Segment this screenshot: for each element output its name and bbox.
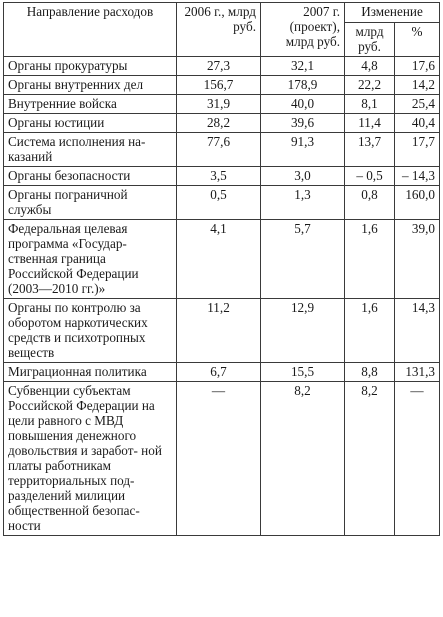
header-row-sub: млрд руб. % [4, 22, 440, 57]
row-2007-value: 178,9 [260, 75, 345, 95]
table-row: Органы внутренних дел 156,7 178,9 22,2 1… [3, 75, 440, 95]
row-change-abs: 8,2 [344, 381, 395, 536]
row-name: Органы прокуратуры [3, 56, 177, 76]
table-row: Органы безопасности 3,5 3,0 – 0,5 – 14,3 [3, 166, 440, 186]
row-name: Органы юстиции [3, 113, 177, 133]
row-change-pct: 131,3 [394, 362, 440, 382]
row-2007-value: 8,2 [260, 381, 345, 536]
row-name: Органы пограничной службы [3, 185, 177, 220]
row-change-abs: 11,4 [344, 113, 395, 133]
row-2006-value: 6,7 [176, 362, 261, 382]
row-change-pct: 40,4 [394, 113, 440, 133]
header-row-top: Направление расходов 2006 г., млрд руб. … [3, 2, 440, 57]
row-change-pct: 160,0 [394, 185, 440, 220]
row-2006-value: 28,2 [176, 113, 261, 133]
header-change-pct: % [394, 22, 440, 57]
row-2006-value: 0,5 [176, 185, 261, 220]
table-row: Органы прокуратуры 27,3 32,1 4,8 17,6 [3, 56, 440, 76]
row-change-pct: 17,7 [394, 132, 440, 167]
row-2006-value: 27,3 [176, 56, 261, 76]
row-change-pct: – 14,3 [394, 166, 440, 186]
row-change-pct: 39,0 [394, 219, 440, 299]
row-2007-value: 39,6 [260, 113, 345, 133]
row-change-abs: 8,1 [344, 94, 395, 114]
header-year-2007: 2007 г. (проект), млрд руб. [260, 2, 345, 57]
row-2006-value: 3,5 [176, 166, 261, 186]
row-2007-value: 1,3 [260, 185, 345, 220]
row-change-abs: 1,6 [344, 298, 395, 363]
table-row: Система исполнения на- казаний 77,6 91,3… [3, 132, 440, 167]
row-change-abs: 8,8 [344, 362, 395, 382]
table-row: Органы юстиции 28,2 39,6 11,4 40,4 [3, 113, 440, 133]
row-name: Органы внутренних дел [3, 75, 177, 95]
row-change-pct: 25,4 [394, 94, 440, 114]
row-2006-value: 77,6 [176, 132, 261, 167]
table-row: Федеральная целевая программа «Государ- … [3, 219, 440, 299]
row-2007-value: 40,0 [260, 94, 345, 114]
table-row: Органы по контролю за оборотом наркотиче… [3, 298, 440, 363]
row-change-pct: — [394, 381, 440, 536]
row-name: Федеральная целевая программа «Государ- … [3, 219, 177, 299]
row-name: Субвенции субъектам Российской Федерации… [3, 381, 177, 536]
row-2007-value: 91,3 [260, 132, 345, 167]
table-row: Субвенции субъектам Российской Федерации… [3, 381, 440, 536]
row-change-abs: – 0,5 [344, 166, 395, 186]
row-2006-value: 4,1 [176, 219, 261, 299]
row-2006-value: 11,2 [176, 298, 261, 363]
header-expense-direction: Направление расходов [3, 2, 177, 57]
row-2007-value: 5,7 [260, 219, 345, 299]
row-name: Внутренние войска [3, 94, 177, 114]
header-year-2006: 2006 г., млрд руб. [176, 2, 261, 57]
header-change: Изменение [344, 2, 440, 23]
row-change-abs: 13,7 [344, 132, 395, 167]
row-2007-value: 12,9 [260, 298, 345, 363]
row-name: Органы по контролю за оборотом наркотиче… [3, 298, 177, 363]
row-change-abs: 0,8 [344, 185, 395, 220]
row-2006-value: — [176, 381, 261, 536]
row-change-pct: 14,2 [394, 75, 440, 95]
row-2006-value: 156,7 [176, 75, 261, 95]
row-2007-value: 15,5 [260, 362, 345, 382]
table-row: Миграционная политика 6,7 15,5 8,8 131,3 [3, 362, 440, 382]
expenditure-table: Направление расходов 2006 г., млрд руб. … [3, 2, 440, 536]
row-name: Органы безопасности [3, 166, 177, 186]
row-change-pct: 14,3 [394, 298, 440, 363]
row-change-abs: 22,2 [344, 75, 395, 95]
row-name: Система исполнения на- казаний [3, 132, 177, 167]
row-change-pct: 17,6 [394, 56, 440, 76]
row-change-abs: 1,6 [344, 219, 395, 299]
table-row: Внутренние войска 31,9 40,0 8,1 25,4 [3, 94, 440, 114]
header-change-abs: млрд руб. [344, 22, 395, 57]
row-2006-value: 31,9 [176, 94, 261, 114]
row-2007-value: 3,0 [260, 166, 345, 186]
row-change-abs: 4,8 [344, 56, 395, 76]
table-row: Органы пограничной службы 0,5 1,3 0,8 16… [3, 185, 440, 220]
row-name: Миграционная политика [3, 362, 177, 382]
row-2007-value: 32,1 [260, 56, 345, 76]
